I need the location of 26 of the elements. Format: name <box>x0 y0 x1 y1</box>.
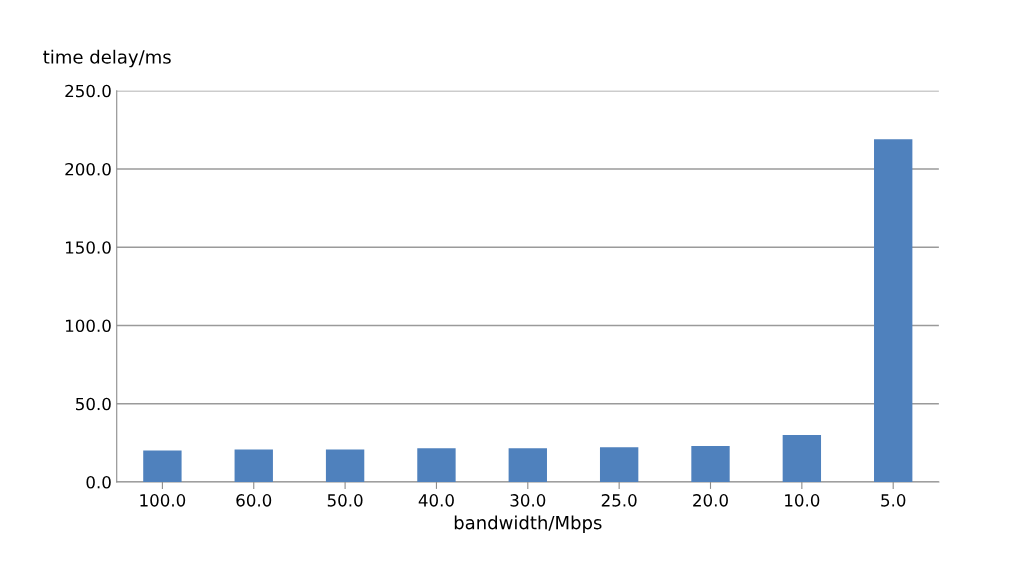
y-tick-label: 50.0 <box>76 397 111 411</box>
x-tick-label: 40.0 <box>418 494 454 507</box>
bar <box>874 139 913 482</box>
x-tick-label: 50.0 <box>327 494 363 507</box>
bar <box>782 435 822 482</box>
y-tick-label: 200.0 <box>65 162 111 176</box>
x-tick-label: 100.0 <box>140 494 186 507</box>
bar <box>143 450 182 482</box>
bar <box>234 449 273 482</box>
x-tick-label: 60.0 <box>236 494 272 507</box>
bar <box>508 448 547 482</box>
x-tick-label: 5.0 <box>881 494 906 507</box>
x-tick-label: 25.0 <box>601 494 637 507</box>
bar <box>691 446 730 482</box>
x-axis-title: bandwidth/Mbps <box>454 515 602 533</box>
bar <box>599 447 639 482</box>
y-axis-title: time delay/ms <box>43 49 171 68</box>
x-tick-label: 30.0 <box>510 494 546 507</box>
y-tick-label: 100.0 <box>65 319 111 333</box>
y-tick-label: 150.0 <box>65 241 111 254</box>
x-tick-label: 20.0 <box>693 494 728 507</box>
y-tick-label: 0.0 <box>86 475 111 489</box>
x-tick-label: 10.0 <box>785 494 820 507</box>
bar <box>417 448 456 482</box>
y-tick-label: 250.0 <box>65 84 111 98</box>
bar <box>325 449 365 482</box>
